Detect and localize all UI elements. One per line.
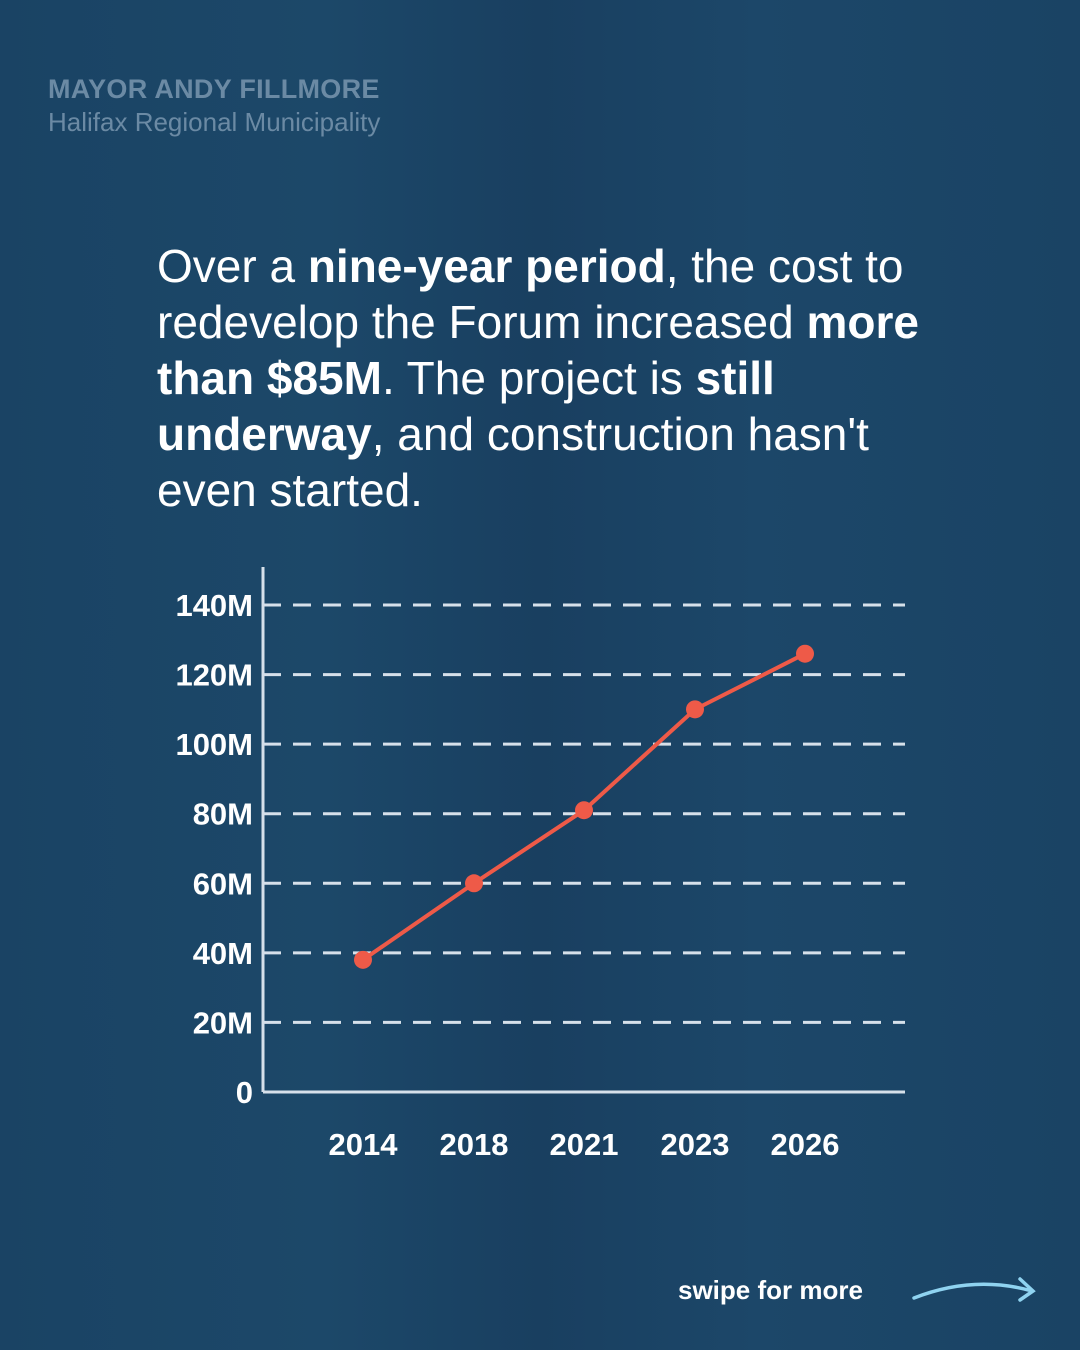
y-tick-label: 20M xyxy=(193,1005,253,1040)
headline: Over a nine-year period, the cost to red… xyxy=(157,238,957,518)
data-point xyxy=(465,874,483,893)
data-point xyxy=(686,700,704,719)
data-point xyxy=(575,801,593,820)
headline-bold: nine-year period xyxy=(307,240,666,292)
headline-text: . The project is xyxy=(381,352,696,404)
x-tick-label: 2021 xyxy=(550,1127,619,1162)
headline-text: , the cost to redevelop the Forum increa… xyxy=(157,240,904,348)
author-name: MAYOR ANDY FILLMORE xyxy=(48,74,380,104)
headline-bold: more than $85M xyxy=(157,296,919,404)
headline-bold: still underway xyxy=(157,352,775,460)
x-tick-label: 2018 xyxy=(440,1127,509,1162)
x-tick-label: 2026 xyxy=(771,1127,840,1162)
data-point xyxy=(354,950,372,969)
y-tick-label: 120M xyxy=(175,658,253,693)
swipe-label[interactable]: swipe for more xyxy=(678,1275,863,1305)
headline-text: , and construction hasn't even started. xyxy=(157,408,869,516)
headline-text: Over a xyxy=(157,240,308,292)
x-tick-label: 2014 xyxy=(329,1127,399,1162)
y-tick-label: 40M xyxy=(193,936,253,971)
y-tick-label: 60M xyxy=(193,866,253,901)
data-point xyxy=(796,644,814,663)
y-tick-label: 80M xyxy=(193,797,253,832)
y-tick-label: 140M xyxy=(175,588,253,623)
x-tick-label: 2023 xyxy=(661,1127,730,1162)
y-tick-label: 100M xyxy=(175,727,253,762)
y-tick-label: 0 xyxy=(236,1075,253,1110)
author-org: Halifax Regional Municipality xyxy=(48,107,381,137)
